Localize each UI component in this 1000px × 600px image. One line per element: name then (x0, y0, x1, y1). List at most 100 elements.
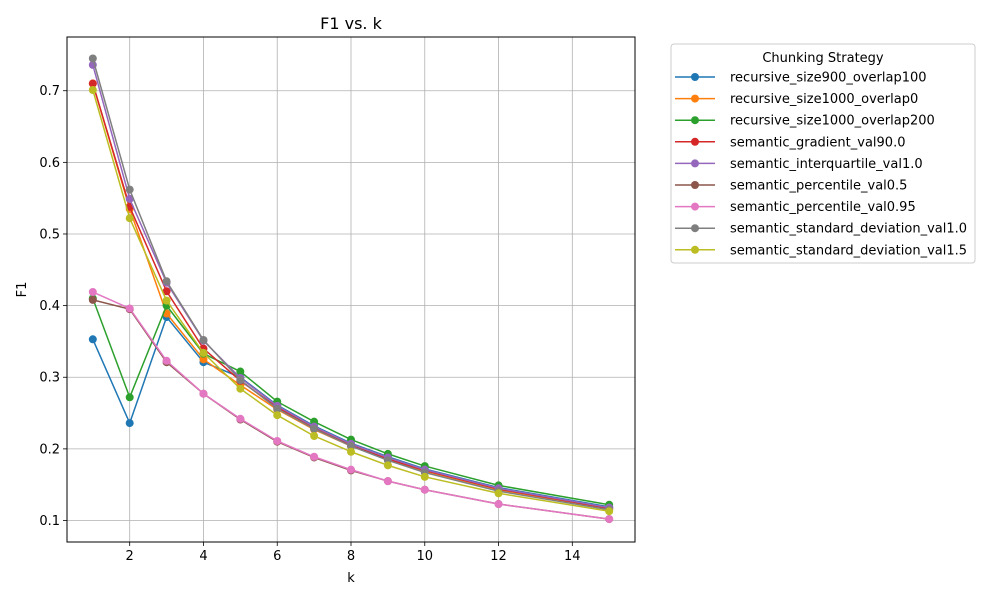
chart-title: F1 vs. k (320, 14, 382, 33)
x-tick-label: 6 (273, 549, 281, 564)
legend-item: semantic_percentile_val0.95 (675, 200, 916, 215)
series-8 (88, 54, 614, 514)
x-tick-label: 12 (490, 549, 507, 564)
data-point (347, 442, 355, 451)
series-9 (88, 86, 614, 516)
data-point (88, 86, 97, 95)
legend-label: recursive_size900_overlap100 (730, 71, 927, 86)
x-tick-label: 10 (416, 549, 433, 564)
legend-item: recursive_size1000_overlap200 (675, 114, 935, 129)
y-axis-label: F1 (15, 282, 30, 298)
series-line (92, 64, 610, 509)
y-tick-label: 0.7 (39, 84, 60, 99)
data-point (347, 447, 355, 456)
data-point (162, 356, 171, 365)
x-tick-label: 8 (347, 549, 355, 564)
x-tick-label: 14 (564, 549, 581, 564)
legend-swatch-marker (691, 116, 699, 125)
y-tick-label: 0.5 (39, 227, 60, 242)
data-point (383, 477, 392, 486)
legend-label: semantic_percentile_val0.95 (730, 200, 916, 215)
data-point (125, 304, 134, 313)
legend-label: recursive_size1000_overlap0 (730, 92, 918, 107)
data-point (88, 288, 97, 297)
y-tick-label: 0.2 (39, 442, 60, 457)
legend-item: semantic_gradient_val90.0 (675, 135, 905, 150)
data-point (494, 489, 503, 498)
data-point (236, 376, 245, 385)
grid (67, 37, 635, 542)
series-lines (88, 54, 614, 524)
legend-swatch-marker (691, 181, 699, 189)
data-point (273, 404, 282, 413)
series-line (92, 89, 610, 512)
data-point (420, 485, 429, 494)
data-point (125, 214, 134, 223)
legend-label: semantic_standard_deviation_val1.0 (730, 222, 967, 237)
data-point (88, 54, 97, 63)
legend-frame (670, 43, 976, 264)
data-point (88, 335, 97, 344)
series-7 (88, 288, 614, 524)
data-point (310, 431, 319, 440)
data-point (605, 507, 614, 516)
data-point (88, 79, 97, 88)
legend-item: semantic_interquartile_val1.0 (675, 157, 923, 172)
data-point (199, 336, 208, 344)
data-point (605, 515, 614, 524)
series-line (92, 298, 610, 506)
data-point (347, 465, 355, 474)
x-axis-label: k (347, 571, 355, 586)
data-point (162, 296, 171, 305)
legend-item: recursive_size900_overlap100 (675, 71, 927, 86)
legend-swatch-marker (691, 224, 699, 233)
legend-label: semantic_gradient_val90.0 (730, 135, 905, 150)
data-point (420, 472, 429, 481)
legend-swatch-marker (691, 73, 699, 81)
data-point (310, 452, 319, 461)
data-point (125, 419, 134, 428)
legend-swatch-marker (691, 94, 699, 103)
series-line (92, 291, 610, 520)
data-point (494, 500, 503, 509)
data-point (273, 437, 282, 445)
data-point (310, 424, 319, 433)
data-point (199, 389, 208, 398)
data-point (236, 384, 245, 393)
legend-label: semantic_percentile_val0.5 (730, 179, 907, 194)
legend-swatch-marker (691, 202, 699, 211)
legend-items: recursive_size900_overlap100 recursive_si… (675, 71, 967, 258)
data-point (88, 295, 97, 304)
legend-item: semantic_percentile_val0.5 (675, 179, 907, 194)
axis-ticks: 2 4 6 8 10 12 14 0.1 0.2 0.3 0.4 0.5 0.6 0.7 (39, 84, 580, 564)
data-point (125, 185, 134, 194)
legend-item: recursive_size1000_overlap0 (675, 92, 918, 107)
legend-label: recursive_size1000_overlap200 (730, 114, 935, 129)
legend-swatch-marker (691, 137, 699, 146)
data-point (162, 287, 171, 296)
x-tick-label: 2 (126, 549, 134, 564)
data-point (162, 277, 171, 286)
y-tick-label: 0.6 (39, 156, 60, 171)
legend-label: semantic_interquartile_val1.0 (730, 157, 923, 172)
legend-item: semantic_standard_deviation_val1.5 (675, 243, 967, 258)
data-point (236, 414, 245, 423)
data-point (199, 355, 208, 364)
legend: Chunking Strategy recursive_size900_over… (670, 43, 976, 264)
data-point (199, 348, 208, 357)
data-point (383, 461, 392, 470)
data-point (273, 411, 282, 420)
data-point (125, 393, 134, 402)
legend-label: semantic_standard_deviation_val1.5 (730, 243, 967, 258)
y-tick-label: 0.1 (39, 514, 60, 529)
legend-swatch-marker (691, 245, 699, 254)
y-tick-label: 0.3 (39, 371, 60, 386)
x-tick-label: 4 (199, 549, 207, 564)
data-point (236, 367, 245, 376)
y-tick-label: 0.4 (39, 299, 60, 314)
legend-item: semantic_standard_deviation_val1.0 (675, 222, 967, 237)
legend-swatch-marker (691, 159, 699, 168)
series-line (92, 58, 610, 511)
legend-title: Chunking Strategy (762, 51, 884, 66)
